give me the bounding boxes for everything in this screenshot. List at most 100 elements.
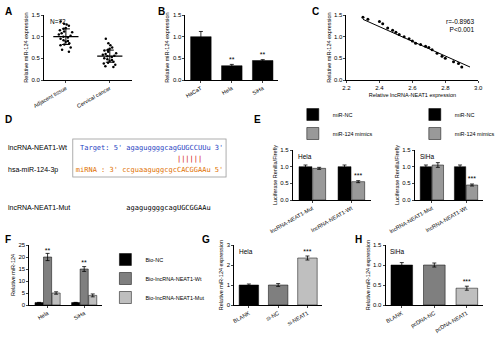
svg-text:miR-124 mimics: miR-124 mimics xyxy=(333,131,373,137)
svg-text:1: 1 xyxy=(227,282,231,288)
svg-text:**: ** xyxy=(260,51,266,58)
svg-text:C: C xyxy=(312,6,319,17)
svg-text:1.0: 1.0 xyxy=(334,34,343,40)
svg-text:Hela: Hela xyxy=(221,84,235,95)
svg-text:lncRNA-NEAT1-Wt: lncRNA-NEAT1-Wt xyxy=(310,205,354,234)
svg-text:1.0: 1.0 xyxy=(402,164,411,170)
svg-text:SiHa: SiHa xyxy=(251,84,265,96)
svg-text:pcDNA-NEAT1: pcDNA-NEAT1 xyxy=(434,310,469,333)
svg-text:2.6: 2.6 xyxy=(408,85,417,91)
svg-text:25: 25 xyxy=(18,242,25,248)
svg-text:H: H xyxy=(355,234,362,245)
svg-text:Bio-NC: Bio-NC xyxy=(145,257,163,263)
svg-text:0: 0 xyxy=(22,302,26,308)
svg-text:agaguggggcagUGCGGAAu: agaguggggcagUGCGGAAu xyxy=(126,204,210,212)
svg-text:si-NC: si-NC xyxy=(265,310,280,322)
svg-text:E: E xyxy=(254,114,261,125)
svg-text:***: *** xyxy=(354,172,362,179)
svg-text:miR-NC: miR-NC xyxy=(455,112,475,118)
svg-text:miRNA : 3' ccguaaguggcgcCACGGA: miRNA : 3' ccguaaguggcgcCACGGAAu 5' xyxy=(76,166,224,174)
svg-text:Luciferase Renilla/Firefly: Luciferase Renilla/Firefly xyxy=(272,145,278,205)
svg-text:D: D xyxy=(5,114,12,125)
svg-text:2.4: 2.4 xyxy=(375,85,384,91)
svg-text:miR-NC: miR-NC xyxy=(333,112,353,118)
svg-text:15: 15 xyxy=(18,266,25,272)
svg-text:0.5: 0.5 xyxy=(402,180,411,186)
svg-text:Relative miR-124 expression: Relative miR-124 expression xyxy=(326,12,332,82)
svg-text:**: ** xyxy=(229,56,235,63)
svg-text:HaCaT: HaCaT xyxy=(185,85,204,99)
svg-text:G: G xyxy=(202,234,210,245)
svg-text:SiHa: SiHa xyxy=(73,309,87,321)
svg-text:1.5: 1.5 xyxy=(280,147,289,153)
svg-text:1.5: 1.5 xyxy=(173,12,182,18)
svg-text:F: F xyxy=(5,234,11,245)
svg-text:SiHa: SiHa xyxy=(420,153,434,160)
svg-text:lncRNA-NEAT1-Wt: lncRNA-NEAT1-Wt xyxy=(8,144,67,151)
svg-text:1.5: 1.5 xyxy=(373,242,382,248)
svg-text:||||||: |||||| xyxy=(177,155,202,163)
svg-text:lncRNA-NEAT1-Wt: lncRNA-NEAT1-Wt xyxy=(425,205,469,234)
svg-text:3: 3 xyxy=(227,242,231,248)
svg-text:N=72: N=72 xyxy=(50,18,66,25)
svg-text:0.5: 0.5 xyxy=(280,180,289,186)
svg-text:0.0: 0.0 xyxy=(334,77,343,83)
svg-text:B: B xyxy=(158,6,165,17)
svg-text:r=-0.8963P<0.001: r=-0.8963P<0.001 xyxy=(446,18,474,33)
svg-text:1.0: 1.0 xyxy=(280,164,289,170)
svg-text:0.5: 0.5 xyxy=(173,55,182,61)
svg-text:0.5: 0.5 xyxy=(334,55,343,61)
svg-text:1.0: 1.0 xyxy=(173,34,182,40)
svg-text:**: ** xyxy=(81,259,87,266)
svg-text:3.0: 3.0 xyxy=(474,85,483,91)
svg-text:A: A xyxy=(5,6,12,17)
svg-text:2.8: 2.8 xyxy=(441,85,450,91)
svg-text:Target: 5' agaguggggcagGUGCCUU: Target: 5' agaguggggcagGUGCCUUu 3' xyxy=(80,144,223,152)
svg-text:Bio-lncRNA-NEAT1-Wt: Bio-lncRNA-NEAT1-Wt xyxy=(145,276,202,282)
svg-text:0.5: 0.5 xyxy=(373,282,382,288)
svg-text:**: ** xyxy=(45,247,51,254)
svg-text:***: *** xyxy=(303,248,311,255)
svg-text:0.5: 0.5 xyxy=(31,55,40,61)
svg-text:0.0: 0.0 xyxy=(173,77,182,83)
svg-text:1.0: 1.0 xyxy=(31,34,40,40)
svg-text:0: 0 xyxy=(227,302,231,308)
svg-text:BLANK: BLANK xyxy=(232,310,251,324)
svg-text:1.5: 1.5 xyxy=(334,12,343,18)
svg-text:10: 10 xyxy=(18,278,25,284)
svg-text:Relative miR-124 expression: Relative miR-124 expression xyxy=(23,12,29,82)
svg-text:***: *** xyxy=(463,278,471,285)
svg-text:hsa-miR-124-3p: hsa-miR-124-3p xyxy=(8,166,58,174)
svg-text:0.0: 0.0 xyxy=(280,197,289,203)
svg-text:Relative miR-124 expression: Relative miR-124 expression xyxy=(164,12,170,82)
svg-text:lncRNA-NEAT1-Mut: lncRNA-NEAT1-Mut xyxy=(269,205,315,235)
svg-text:Bio-lncRNA-NEAT1-Mut: Bio-lncRNA-NEAT1-Mut xyxy=(145,295,204,301)
svg-text:Hela: Hela xyxy=(37,309,51,320)
svg-text:Relative miR-124 expression: Relative miR-124 expression xyxy=(218,240,224,310)
svg-text:Cervical cancer: Cervical cancer xyxy=(76,85,112,109)
svg-text:1.0: 1.0 xyxy=(373,262,382,268)
svg-text:Hela: Hela xyxy=(298,153,312,160)
svg-text:lncRNA-NEAT1-Mut: lncRNA-NEAT1-Mut xyxy=(8,204,70,211)
svg-text:Relative miR-124 expression: Relative miR-124 expression xyxy=(365,240,371,310)
svg-text:Luciferase Renilla/Firefly: Luciferase Renilla/Firefly xyxy=(394,145,400,205)
svg-text:miR-124 mimics: miR-124 mimics xyxy=(455,131,495,137)
svg-text:5: 5 xyxy=(22,290,26,296)
svg-text:Relative miR-124: Relative miR-124 xyxy=(10,254,16,296)
svg-text:Relative lncRNA-NEAT1 expressi: Relative lncRNA-NEAT1 expression xyxy=(369,92,456,98)
svg-text:pcDNA-NC: pcDNA-NC xyxy=(410,310,437,329)
svg-text:Adjacent tissue: Adjacent tissue xyxy=(32,85,67,109)
svg-text:si-NEAT1: si-NEAT1 xyxy=(286,310,309,327)
svg-text:0.0: 0.0 xyxy=(31,77,40,83)
svg-text:20: 20 xyxy=(18,254,25,260)
svg-text:SiHa: SiHa xyxy=(390,248,404,255)
svg-text:1.5: 1.5 xyxy=(31,12,40,18)
svg-text:***: *** xyxy=(468,175,476,182)
svg-text:2: 2 xyxy=(227,262,231,268)
svg-text:1.5: 1.5 xyxy=(402,147,411,153)
svg-text:BLANK: BLANK xyxy=(385,310,404,324)
svg-text:0.0: 0.0 xyxy=(402,197,411,203)
svg-text:2.2: 2.2 xyxy=(342,85,351,91)
svg-text:0.0: 0.0 xyxy=(373,302,382,308)
svg-text:Hela: Hela xyxy=(239,248,253,255)
